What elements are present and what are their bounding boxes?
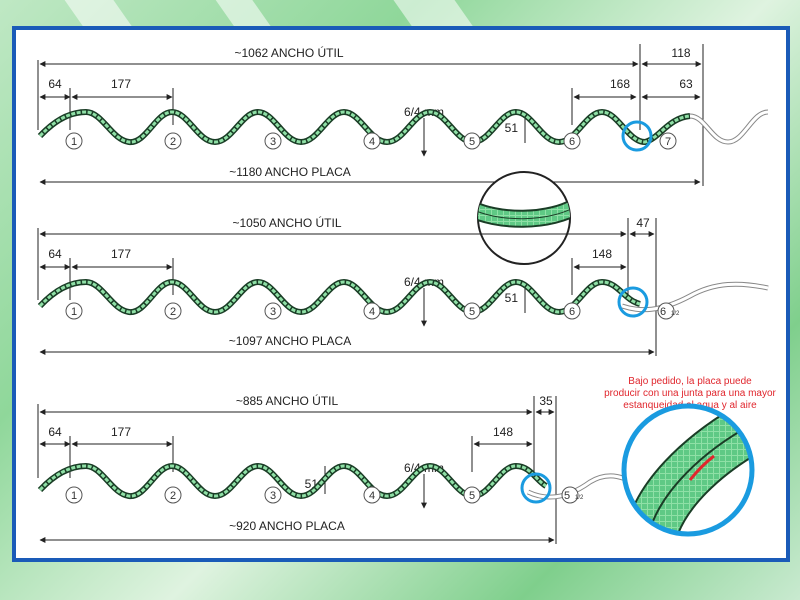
wave-numbers: 1 2 3 4 5 6 6 1/2 bbox=[65, 302, 680, 320]
adjacent-sheet-outline bbox=[621, 281, 769, 313]
sheet-width-label: ~920 ANCHO PLACA bbox=[229, 519, 345, 533]
svg-text:producir con una junta para un: producir con una junta para una mayor bbox=[604, 388, 776, 399]
svg-text:1/2: 1/2 bbox=[671, 311, 680, 317]
svg-text:2: 2 bbox=[170, 306, 176, 318]
sheet-cells bbox=[38, 110, 691, 144]
svg-text:3: 3 bbox=[270, 306, 276, 318]
panel-3: ~885 ANCHO ÚTIL 35 64 177 148 ~920 ANCHO… bbox=[37, 393, 642, 544]
end-overlap-label: 118 bbox=[671, 46, 690, 60]
svg-text:5: 5 bbox=[469, 136, 475, 148]
first-offset-label: 64 bbox=[48, 247, 62, 261]
wave-height-label: 51 bbox=[505, 121, 519, 135]
sheet-width-label: ~1097 ANCHO PLACA bbox=[229, 334, 351, 348]
svg-text:3: 3 bbox=[270, 490, 276, 502]
sheet-width-label: ~1180 ANCHO PLACA bbox=[229, 165, 351, 179]
svg-text:4: 4 bbox=[369, 490, 375, 502]
svg-text:7: 7 bbox=[665, 136, 671, 148]
pitch-label: 177 bbox=[111, 77, 131, 91]
svg-text:1: 1 bbox=[71, 490, 77, 502]
useful-width-dimension bbox=[37, 44, 641, 130]
svg-text:1/2: 1/2 bbox=[575, 495, 584, 501]
pitch-label: 177 bbox=[111, 425, 131, 439]
svg-text:3: 3 bbox=[270, 136, 276, 148]
panel-1: ~1062 ANCHO ÚTIL 118 64 177 168 63 ~1180… bbox=[37, 44, 769, 186]
svg-text:5: 5 bbox=[564, 490, 570, 502]
svg-text:6: 6 bbox=[660, 306, 666, 318]
panel-2: ~1050 ANCHO ÚTIL 47 64 177 148 ~1097 ANC… bbox=[37, 215, 769, 356]
seal-zoom-inset bbox=[621, 403, 755, 537]
svg-text:4: 4 bbox=[369, 306, 375, 318]
pitch-label: 177 bbox=[111, 247, 131, 261]
seal-gasket bbox=[688, 454, 715, 481]
svg-text:5: 5 bbox=[469, 490, 475, 502]
svg-text:2: 2 bbox=[170, 490, 176, 502]
joint-highlight-circle bbox=[621, 120, 653, 152]
svg-text:1: 1 bbox=[71, 306, 77, 318]
svg-text:Bajo pedido, la placa puede: Bajo pedido, la placa puede bbox=[628, 376, 752, 387]
svg-text:1: 1 bbox=[71, 136, 77, 148]
first-offset-label: 64 bbox=[48, 425, 62, 439]
svg-text:5: 5 bbox=[469, 306, 475, 318]
wave-numbers: 1 2 3 4 5 5 1/2 bbox=[65, 486, 584, 504]
joint-highlight-circle bbox=[617, 286, 649, 318]
overlap-label: 168 bbox=[610, 77, 630, 91]
first-offset-label: 64 bbox=[48, 77, 62, 91]
overlap-label: 148 bbox=[592, 247, 612, 261]
end-overlap-label: 47 bbox=[636, 216, 650, 230]
useful-width-label: ~1062 ANCHO ÚTIL bbox=[234, 45, 343, 60]
useful-width-label: ~1050 ANCHO ÚTIL bbox=[232, 215, 341, 230]
overlap-label: 148 bbox=[493, 425, 513, 439]
svg-text:2: 2 bbox=[170, 136, 176, 148]
svg-text:6: 6 bbox=[569, 136, 575, 148]
end-small-label: 63 bbox=[679, 77, 693, 91]
useful-width-label: ~885 ANCHO ÚTIL bbox=[236, 393, 339, 408]
end-overlap-label: 35 bbox=[539, 394, 553, 408]
wave-numbers: 1 2 3 4 5 6 7 bbox=[65, 132, 677, 150]
svg-text:4: 4 bbox=[369, 136, 375, 148]
svg-text:6: 6 bbox=[569, 306, 575, 318]
joint-zoom-inset bbox=[477, 171, 571, 265]
joint-highlight-circle bbox=[520, 472, 552, 504]
wave-height-label: 51 bbox=[505, 291, 519, 305]
